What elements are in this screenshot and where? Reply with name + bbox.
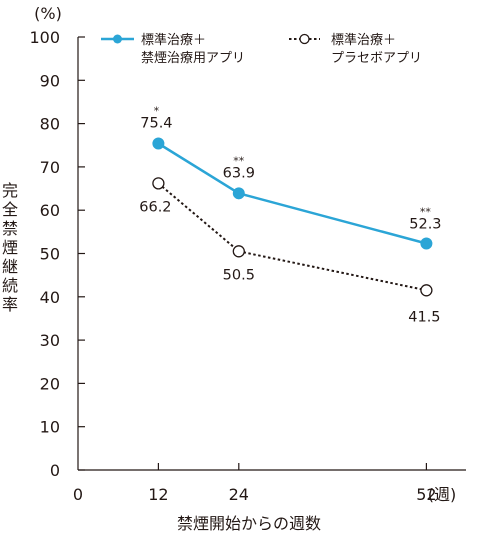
data-point <box>232 187 245 200</box>
data-label: 63.9 <box>223 165 255 181</box>
data-point <box>152 177 165 190</box>
y-axis-title-char: 完 <box>2 181 18 200</box>
legend-marker <box>299 33 310 45</box>
y-tick-label: 70 <box>40 158 60 177</box>
y-axis-title-char: 全 <box>2 200 18 219</box>
y-axis-title-char: 続 <box>2 276 18 295</box>
y-tick-label: 20 <box>40 374 60 393</box>
data-label: 75.4 <box>140 116 172 132</box>
data-label: 52.3 <box>409 217 441 233</box>
data-label: 41.5 <box>408 309 440 325</box>
y-tick-label: 40 <box>40 288 60 307</box>
y-tick-label: 10 <box>40 418 60 437</box>
y-axis-unit: (%) <box>34 4 62 23</box>
y-tick-label: 80 <box>40 115 60 134</box>
x-tick-label: 0 <box>73 485 83 504</box>
y-axis-title-char: 継 <box>2 257 18 276</box>
data-point <box>152 137 165 150</box>
significance-mark: ** <box>233 154 245 167</box>
legend-label: 標準治療＋ <box>141 32 206 48</box>
data-label: 66.2 <box>139 199 171 215</box>
data-point <box>420 284 433 297</box>
x-tick-label: 12 <box>148 485 168 504</box>
y-axis-title-char: 煙 <box>2 238 18 257</box>
data-point <box>420 237 433 250</box>
y-tick-label: 30 <box>40 331 60 350</box>
series-line-0 <box>157 142 427 245</box>
y-axis-title-char: 率 <box>2 295 18 314</box>
y-tick-label: 100 <box>29 28 60 47</box>
legend-label: 標準治療＋ <box>331 32 396 48</box>
y-tick-label: 60 <box>40 201 60 220</box>
x-tick-label: 24 <box>229 485 249 504</box>
significance-mark: ** <box>420 206 432 219</box>
y-axis-title-char: 禁 <box>2 219 18 238</box>
y-tick-label: 50 <box>40 245 60 264</box>
data-label: 50.5 <box>223 267 255 283</box>
y-tick-label: 0 <box>50 461 60 480</box>
series-line-1 <box>157 182 427 292</box>
legend-label: 禁煙治療用アプリ <box>141 51 245 66</box>
legend-label: プラセボアプリ <box>331 51 422 66</box>
y-tick-label: 90 <box>40 71 60 90</box>
series-group: 75.4*63.9**52.3**66.250.541.5 <box>139 105 441 326</box>
significance-mark: * <box>154 105 160 118</box>
x-axis-unit: (週) <box>428 485 457 504</box>
x-tick-label: 52 <box>416 485 436 504</box>
axes <box>77 37 466 471</box>
x-axis-ticks: 0 12 24 52 <box>73 463 437 504</box>
x-axis-title: 禁煙開始からの週数 <box>177 514 321 533</box>
legend-marker <box>113 34 122 44</box>
data-point <box>232 245 245 258</box>
y-axis-ticks: 0 10 20 30 40 50 60 70 80 90 100 <box>29 28 85 480</box>
